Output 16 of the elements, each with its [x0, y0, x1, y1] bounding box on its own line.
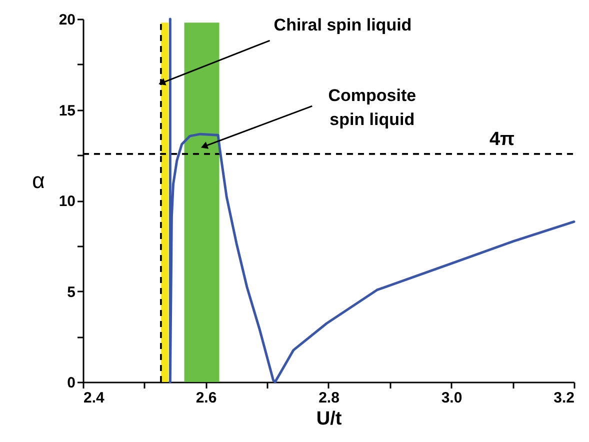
annotation: Composite spin liquid: [328, 86, 416, 130]
x-tick-label: 3.2: [554, 390, 574, 406]
x-axis-title: U/t: [316, 408, 342, 430]
y-tick-label: 0: [67, 374, 76, 392]
y-tick-label: 10: [58, 193, 76, 210]
x-tick-label: 3.0: [441, 390, 462, 406]
ref-line-label: 4π: [489, 128, 516, 150]
y-tick-label: 5: [67, 284, 76, 301]
annotation: Chiral spin liquid: [274, 16, 412, 35]
y-tick-label: 15: [58, 102, 76, 120]
y-tick-label: 20: [58, 12, 76, 28]
x-tick-label: 2.8: [318, 390, 340, 406]
y-axis-title: α: [32, 168, 46, 193]
x-tick-label: 2.4: [84, 390, 106, 406]
x-tick-label: 2.6: [196, 390, 217, 406]
line-series: [168, 18, 576, 384]
